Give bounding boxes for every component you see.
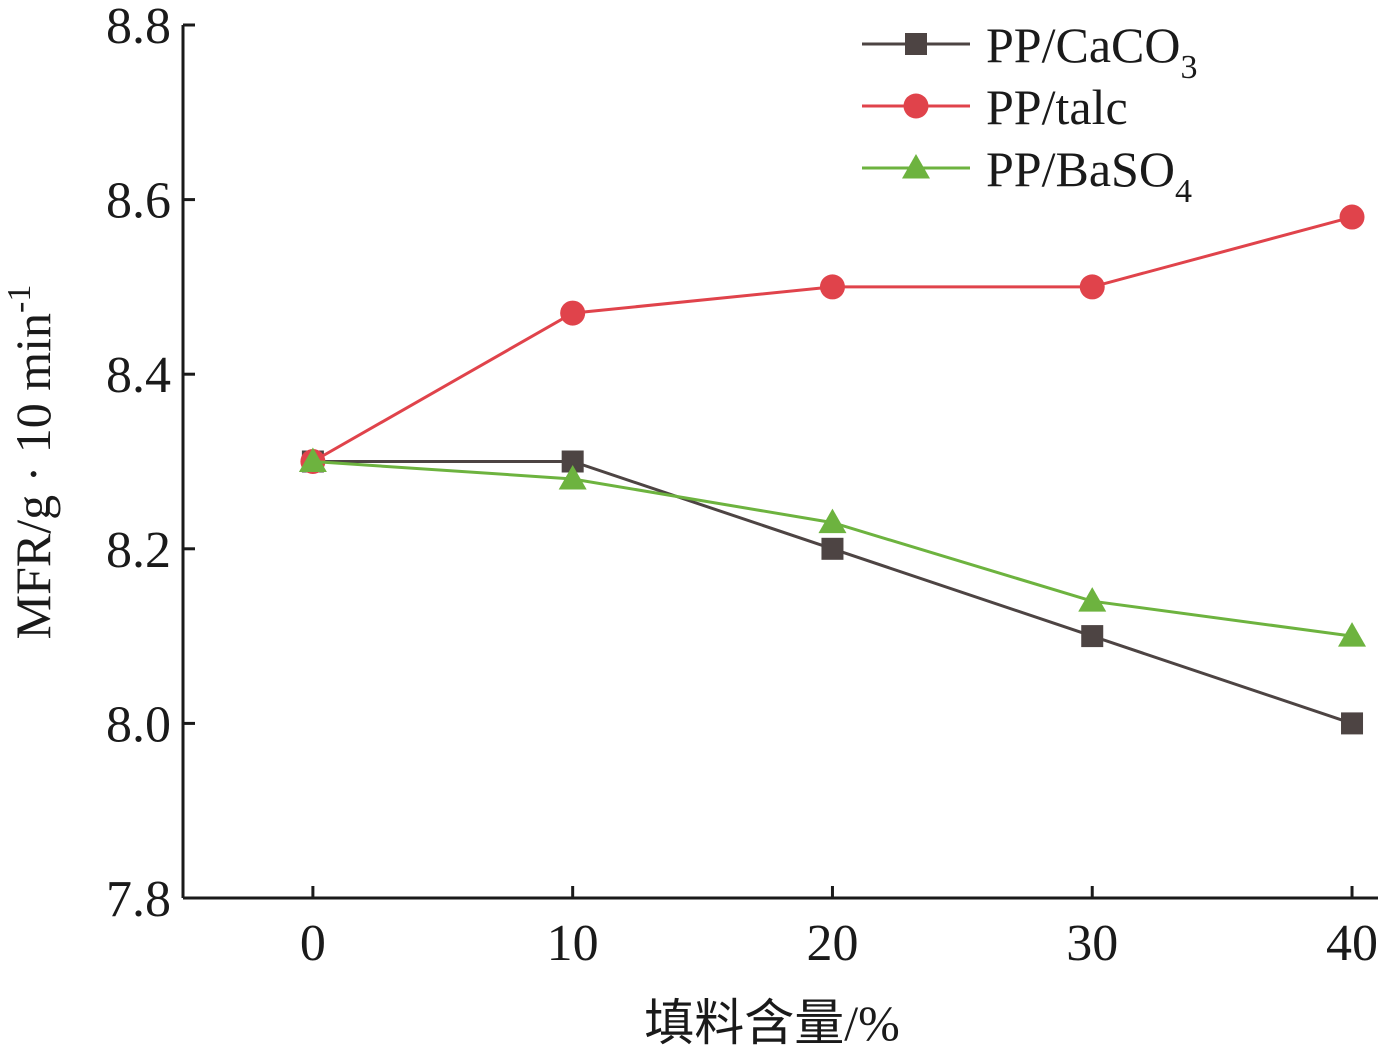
legend-item: PP/talc [862,79,1128,135]
data-point [1339,204,1365,230]
legend-label: PP/talc [986,79,1128,135]
data-point [298,447,327,472]
legend-label-main: PP/talc [986,79,1128,135]
legend-label-subscript: 4 [1175,173,1192,210]
series-line [312,460,1353,725]
x-tick-label: 10 [547,915,599,972]
legend-item: PP/BaSO4 [862,141,1192,210]
data-point [561,450,584,473]
data-point [1079,274,1105,300]
y-tick-label: 8.4 [106,347,171,404]
legend-item: PP/CaCO3 [862,17,1198,86]
x-axis-ticks: 0 10 20 30 40 [300,886,1378,972]
series-line [312,215,1353,463]
legend-marker [902,154,930,179]
x-tick-label: 30 [1066,915,1118,972]
legend-label: PP/BaSO4 [986,141,1192,210]
data-point [821,537,844,560]
legend-marker [905,33,927,55]
legend-label-main: PP/BaSO [986,141,1175,197]
y-tick-label: 8.0 [106,696,171,753]
x-axis-title: 填料含量/% [644,995,900,1051]
y-axis-ticks: 7.8 8.0 8.2 8.4 8.6 8.8 [106,0,195,928]
y-axis-title-main: MFR/g · 10 min [5,313,61,639]
data-point [560,300,586,326]
y-tick-label: 8.6 [106,173,171,230]
data-point [1078,587,1107,612]
legend-label-main: PP/CaCO [986,17,1181,73]
y-axis-title: MFR/g · 10 min-1 [1,285,61,640]
axes [181,25,1378,900]
data-point [1341,712,1364,735]
x-tick-label: 0 [300,915,326,972]
y-tick-label: 8.2 [106,522,171,579]
data-point [1338,622,1367,647]
series-circle [300,204,1365,474]
series-group [298,204,1367,735]
data-point [558,464,587,490]
x-tick-label: 40 [1326,915,1378,972]
y-tick-label: 7.8 [106,871,171,928]
legend-label-subscript: 3 [1181,49,1198,86]
y-tick-label: 8.8 [106,0,171,55]
data-point [818,508,847,534]
data-point [819,274,845,300]
data-point [1081,625,1104,648]
y-axis-title-sup: -1 [1,285,38,313]
series-square [301,450,1364,735]
x-tick-label: 20 [806,915,858,972]
series-triangle [298,447,1367,647]
legend-marker [903,93,929,119]
legend-label: PP/CaCO3 [986,17,1198,86]
